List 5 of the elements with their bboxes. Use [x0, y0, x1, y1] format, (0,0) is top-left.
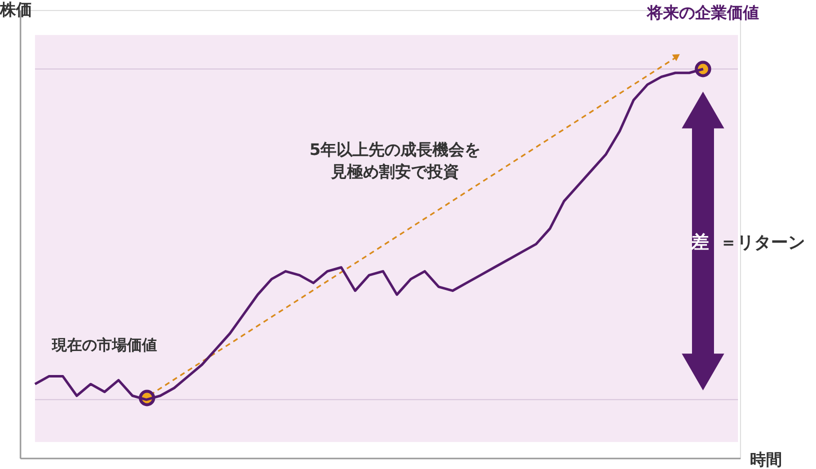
text: 将来の企業価値: [646, 3, 759, 22]
text: ＝リターン: [720, 233, 805, 253]
annotation: 現在の市場価値: [51, 336, 157, 354]
annotation: 5年以上先の成長機会を見極め割安で投資: [309, 140, 481, 181]
x-axis-title: 時間: [750, 450, 782, 469]
